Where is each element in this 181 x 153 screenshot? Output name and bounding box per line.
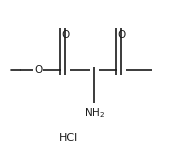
Text: O: O [61, 30, 69, 40]
Text: O: O [34, 65, 42, 75]
Text: HCl: HCl [59, 133, 78, 143]
Text: methyl: methyl [0, 152, 1, 153]
Text: O: O [117, 30, 125, 40]
Text: NH$_2$: NH$_2$ [84, 106, 105, 120]
